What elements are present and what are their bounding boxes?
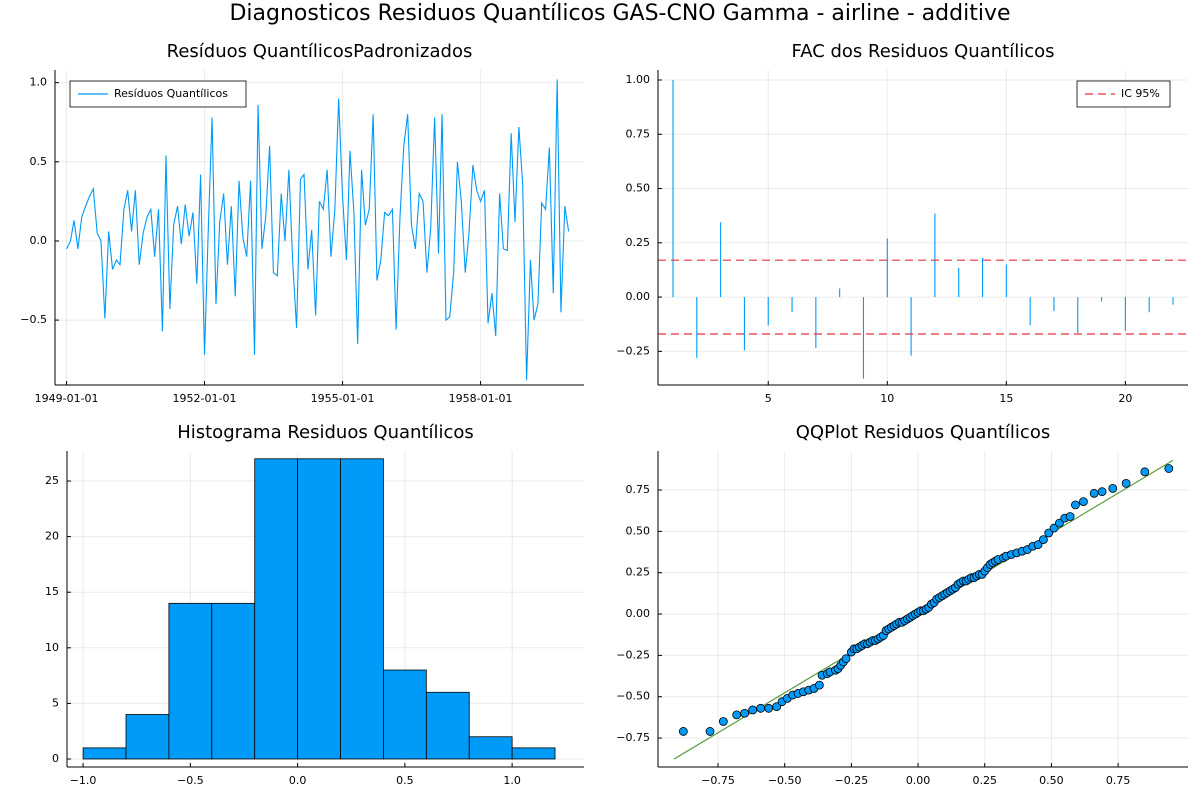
x-tick-label: 20 <box>1118 392 1132 405</box>
scatter-point <box>748 705 758 715</box>
scatter-point <box>772 702 782 712</box>
y-tick-label: 0.50 <box>626 182 651 195</box>
y-tick-label: 0.75 <box>626 483 651 496</box>
x-tick-label: −0.25 <box>835 774 869 787</box>
subplot-title: Resíduos QuantílicosPadronizados <box>167 41 473 62</box>
scatter-point <box>1044 528 1054 538</box>
x-tick-label: 1.0 <box>503 774 521 787</box>
histogram-bar <box>340 458 384 760</box>
scatter-point <box>740 708 750 718</box>
x-tick-label: 1955-01-01 <box>311 392 375 405</box>
subplot: Resíduos QuantílicosPadronizados 1949-01-… <box>20 41 584 405</box>
y-tick-label: 0 <box>52 752 59 765</box>
y-tick-label: −0.75 <box>616 731 650 744</box>
scatter-point <box>1097 487 1107 497</box>
subplot: QQPlot Residuos Quantílicos −0.75 −0.50 −0.… <box>616 422 1188 787</box>
legend: IC 95% <box>1076 80 1171 108</box>
y-tick-label: −0.25 <box>616 648 650 661</box>
x-tick-label: 1949-01-01 <box>35 392 99 405</box>
y-tick-label: 10 <box>45 641 59 654</box>
legend-label: IC 95% <box>1121 87 1160 100</box>
x-tick-label: 1952-01-01 <box>173 392 237 405</box>
histogram-bar <box>254 458 299 760</box>
x-tick-label: 15 <box>999 392 1013 405</box>
histogram-bar <box>211 602 256 760</box>
y-tick-label: 0.50 <box>626 524 651 537</box>
x-tick-label: 0.75 <box>1106 774 1131 787</box>
scatter-point <box>764 703 774 713</box>
x-tick-label: −0.75 <box>701 774 735 787</box>
histogram-bar <box>425 691 470 760</box>
histogram-bar <box>468 736 513 760</box>
subplot: Histograma Residuos Quantílicos −1.0 −0.5 0… <box>45 422 584 787</box>
y-tick-label: 0.0 <box>30 234 48 247</box>
scatter-point <box>732 710 742 720</box>
scatter-point <box>1121 479 1131 488</box>
x-tick-label: 1958-01-01 <box>449 392 513 405</box>
x-tick-label: 0.00 <box>906 774 931 787</box>
scatter-point <box>814 680 824 690</box>
scatter-point <box>1089 488 1099 498</box>
x-tick-label: −0.50 <box>768 774 802 787</box>
legend-label: Resíduos Quantílicos <box>114 87 228 100</box>
scatter-point <box>1164 464 1174 473</box>
histogram-bar <box>82 747 127 760</box>
y-tick-label: 5 <box>52 696 59 709</box>
x-tick-label: 10 <box>880 392 894 405</box>
scatter-point <box>756 703 766 713</box>
y-tick-label: 0.00 <box>626 607 651 620</box>
scatter-point <box>718 717 728 726</box>
y-tick-label: 0.25 <box>626 236 651 249</box>
y-tick-label: 20 <box>45 530 59 543</box>
scatter-point <box>1039 535 1048 545</box>
scatter-point <box>1079 497 1088 506</box>
subplot-title: FAC dos Residuos Quantílicos <box>792 41 1055 62</box>
histogram-bar <box>168 602 213 760</box>
figure-title: Diagnosticos Residuos Quantílicos GAS-CN… <box>229 1 1010 26</box>
y-tick-label: 0.75 <box>626 127 651 140</box>
subplot-title: Histograma Residuos Quantílicos <box>177 422 474 443</box>
y-tick-label: −0.50 <box>616 690 650 703</box>
scatter-point <box>705 727 715 736</box>
y-tick-label: 25 <box>45 474 59 487</box>
x-tick-label: −0.5 <box>177 774 204 787</box>
scatter-point <box>1049 523 1059 533</box>
scatter-point <box>1140 467 1150 477</box>
subplot-title: QQPlot Residuos Quantílicos <box>796 422 1050 443</box>
histogram-bar <box>511 747 556 760</box>
x-tick-label: 0.25 <box>972 774 997 787</box>
subplot: FAC dos Residuos Quantílicos 5 10 15 20 −0.25… <box>616 41 1188 405</box>
y-tick-label: −0.5 <box>20 313 47 326</box>
histogram-bar <box>125 714 170 760</box>
y-tick-label: 0.5 <box>30 155 48 168</box>
y-tick-label: 0.00 <box>626 290 651 303</box>
y-tick-label: 1.00 <box>626 73 651 86</box>
scatter-point <box>1033 540 1043 549</box>
y-tick-label: 15 <box>45 585 59 598</box>
y-tick-label: −0.25 <box>616 344 650 357</box>
x-tick-label: 0.50 <box>1039 774 1064 787</box>
histogram-bar <box>297 458 341 760</box>
scatter-point <box>1055 518 1064 528</box>
x-tick-label: 0.0 <box>289 774 307 787</box>
legend: Resíduos Quantílicos <box>69 80 247 108</box>
scatter-point <box>841 654 851 664</box>
scatter-point <box>1071 500 1080 510</box>
y-tick-label: 1.0 <box>30 76 48 89</box>
series-line <box>66 79 570 381</box>
scatter-point <box>1108 483 1118 493</box>
x-tick-label: −1.0 <box>70 774 97 787</box>
x-tick-label: 0.5 <box>396 774 414 787</box>
scatter-point <box>678 727 688 736</box>
y-tick-label: 0.25 <box>626 566 651 579</box>
scatter-point <box>1065 512 1075 521</box>
histogram-bar <box>383 669 427 760</box>
x-tick-label: 5 <box>765 392 772 405</box>
